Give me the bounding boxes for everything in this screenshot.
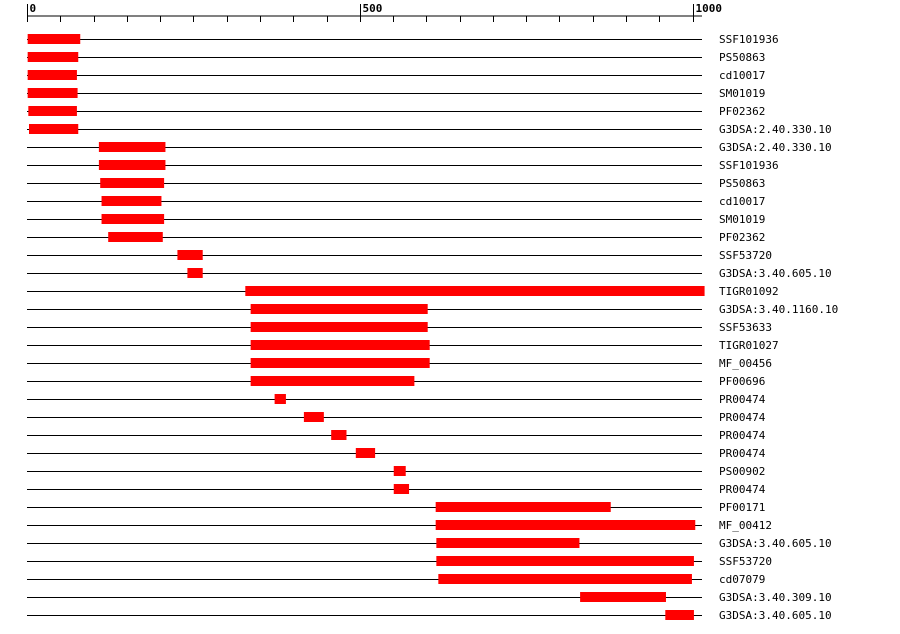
domain-bar (187, 268, 203, 278)
x-axis-tick-label: 1000 (696, 2, 723, 15)
domain-label: SSF53720 (719, 249, 772, 262)
domain-label: G3DSA:3.40.1160.10 (719, 303, 838, 316)
domain-label: PS50863 (719, 51, 765, 64)
domain-bar (250, 376, 415, 386)
domain-bar (98, 142, 166, 152)
domain-bar (393, 466, 406, 476)
domain-label: G3DSA:3.40.309.10 (719, 591, 832, 604)
domain-label: PR00474 (719, 411, 766, 424)
domain-label: G3DSA:3.40.605.10 (719, 609, 832, 622)
domain-bar (245, 286, 705, 296)
domain-bar (436, 538, 580, 548)
x-axis-tick-label: 500 (363, 2, 383, 15)
domain-bar (27, 52, 79, 62)
domain-bar (355, 448, 376, 458)
domain-bar (303, 412, 324, 422)
domain-label: SSF53633 (719, 321, 772, 334)
domain-bar (274, 394, 286, 404)
domain-bar (27, 88, 78, 98)
domain-bar (27, 70, 77, 80)
domain-label: G3DSA:3.40.605.10 (719, 267, 832, 280)
domain-label: PR00474 (719, 429, 766, 442)
domain-bar (393, 484, 410, 494)
domain-label: G3DSA:2.40.330.10 (719, 123, 832, 136)
domain-bar (108, 232, 163, 242)
domain-bar (250, 358, 430, 368)
domain-bar (98, 160, 166, 170)
domain-bar (100, 178, 165, 188)
domain-label: PR00474 (719, 447, 766, 460)
domain-bar (27, 34, 81, 44)
domain-label: TIGR01092 (719, 285, 779, 298)
domain-label: G3DSA:2.40.330.10 (719, 141, 832, 154)
domain-label: SSF101936 (719, 159, 779, 172)
domain-label: cd07079 (719, 573, 765, 586)
domain-bar (435, 520, 696, 530)
domain-bar (580, 592, 666, 602)
domain-label: PF00171 (719, 501, 765, 514)
domain-bar (665, 610, 694, 620)
domain-label: PR00474 (719, 393, 766, 406)
domain-bar (436, 556, 694, 566)
domain-bar (28, 124, 79, 134)
domain-label: G3DSA:3.40.605.10 (719, 537, 832, 550)
domain-bar (177, 250, 203, 260)
domain-label: SSF53720 (719, 555, 772, 568)
domain-label: PR00474 (719, 483, 766, 496)
domain-bar (28, 106, 77, 116)
domain-label: SM01019 (719, 213, 765, 226)
domain-label: PF00696 (719, 375, 765, 388)
domain-label: PS00902 (719, 465, 765, 478)
domain-label: cd10017 (719, 195, 765, 208)
domain-label: cd10017 (719, 69, 765, 82)
domain-bar (438, 574, 692, 584)
domain-bar (250, 304, 428, 314)
domain-label: SSF101936 (719, 33, 779, 46)
x-axis-tick-label: 0 (30, 2, 37, 15)
domain-bar (101, 214, 165, 224)
domain-bar (331, 430, 347, 440)
domain-bar (250, 340, 430, 350)
domain-label: TIGR01027 (719, 339, 779, 352)
domain-label: PF02362 (719, 105, 765, 118)
domain-label: PF02362 (719, 231, 765, 244)
domain-bar (101, 196, 162, 206)
domain-label: MF_00456 (719, 357, 772, 370)
domain-bar (435, 502, 611, 512)
domain-label: PS50863 (719, 177, 765, 190)
domain-label: SM01019 (719, 87, 765, 100)
domain-bar (250, 322, 428, 332)
domain-label: MF_00412 (719, 519, 772, 532)
